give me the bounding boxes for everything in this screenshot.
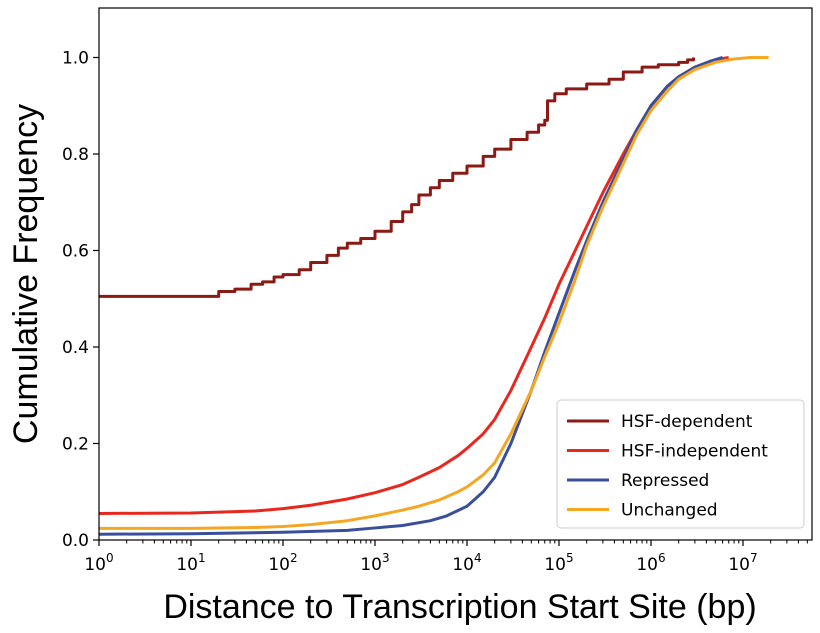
legend-box: [556, 399, 805, 529]
series-line-hsf-dependent: [99, 57, 696, 298]
x-tick-label: 104: [452, 551, 481, 575]
legend-label: Unchanged: [621, 501, 718, 521]
series-layer: [98, 56, 769, 536]
y-tick-label: 0.8: [62, 145, 89, 165]
x-axis-title: Distance to Transcription Start Site (bp…: [163, 588, 756, 626]
legend: HSF-dependent HSF-independent Repressed Unc…: [556, 399, 805, 529]
y-tick-label: 0.2: [62, 435, 89, 455]
legend-label: HSF-independent: [621, 442, 768, 462]
x-tick-label: 102: [268, 551, 297, 575]
x-tick-label: 100: [84, 551, 113, 575]
x-tick-label: 107: [728, 551, 757, 575]
x-tick-label: 105: [544, 551, 573, 575]
y-tick-label: 0.0: [62, 531, 89, 551]
plot-frame: [98, 7, 813, 541]
x-tick-label: 101: [176, 551, 205, 575]
y-tick-label: 0.6: [62, 242, 89, 262]
y-tick-label: 0.4: [62, 338, 89, 358]
y-axis-title: Cumulative Frequency: [7, 104, 45, 444]
y-tick-label: 1.0: [62, 49, 89, 69]
legend-label: Repressed: [621, 471, 709, 491]
x-tick-label: 103: [360, 551, 389, 575]
x-tick-label: 106: [636, 551, 665, 575]
series-line-unchanged: [99, 56, 769, 530]
legend-label: HSF-dependent: [621, 412, 753, 432]
ticks-layer: 100 101 102 103 104 105 106 107 0.0 0.2 0.4 0.6 0.8 1…: [62, 49, 808, 575]
